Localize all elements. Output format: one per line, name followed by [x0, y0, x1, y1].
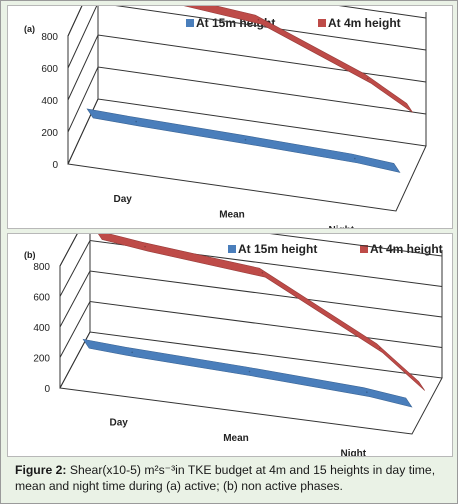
gridline: [67, 6, 427, 37]
data-point: [366, 391, 368, 393]
x-tick-label: Mean: [219, 210, 245, 221]
x-tick-label: Mean: [223, 433, 249, 444]
legend-swatch: [318, 19, 326, 27]
y-tick-label: 800: [33, 262, 50, 273]
gridline: [59, 300, 443, 358]
legend-label: At 4m height: [328, 16, 401, 30]
y-tick-label: 800: [41, 32, 58, 43]
data-point: [248, 370, 251, 373]
figure-caption: Figure 2: Shear(x10-5) m²s⁻³in TKE budge…: [15, 462, 447, 494]
panel-label: (b): [24, 250, 36, 260]
x-tick-label: Night: [341, 448, 367, 456]
y-tick-label: 400: [41, 96, 58, 107]
chart-panel-a: (a) At 15m height At 4m height 0 200 400 600 80…: [7, 5, 453, 229]
chart-b: (b) At 15m height At 4m height 0 200 400 600 80…: [24, 234, 443, 456]
data-point: [257, 18, 260, 21]
chart-a: (a) At 15m height At 4m height020040060080…: [24, 6, 427, 228]
y-tick-label: 400: [33, 323, 50, 334]
gridline: [67, 6, 427, 69]
legend-swatch: [228, 245, 236, 253]
data-point: [135, 120, 137, 123]
floor: [67, 98, 427, 212]
y-tick-label: 0: [52, 160, 58, 171]
gridline: [67, 66, 427, 133]
data-point: [354, 157, 356, 160]
gridline: [59, 239, 443, 297]
gridline: [67, 34, 427, 101]
y-tick-label: 600: [33, 293, 50, 304]
series-ribbon: [86, 108, 401, 173]
x-tick-label: Day: [113, 194, 132, 205]
data-point: [366, 77, 369, 80]
caption-label: Figure 2:: [15, 463, 67, 477]
panel-label: (a): [24, 24, 35, 34]
series-ribbon: [183, 6, 413, 113]
x-tick-label: Night: [329, 225, 355, 228]
series-ribbon: [82, 338, 413, 408]
y-tick-label: 600: [41, 64, 58, 75]
data-point: [261, 271, 264, 274]
caption-text: Shear(x10-5) m²s⁻³in TKE budget at 4m an…: [15, 463, 436, 493]
data-point: [244, 138, 247, 141]
left-wall: [67, 6, 99, 165]
chart-panel-b: (b) At 15m height At 4m height 0 200 400 600 80…: [7, 233, 453, 457]
y-tick-label: 200: [41, 128, 58, 139]
data-point: [378, 347, 381, 350]
floor: [59, 331, 443, 435]
legend-swatch: [186, 19, 194, 27]
gridline: [59, 234, 443, 267]
legend-swatch: [360, 245, 368, 253]
y-tick-label: 200: [33, 354, 50, 365]
legend-label: At 15m height: [238, 242, 317, 256]
series-ribbon: [98, 234, 425, 391]
y-tick-label: 0: [44, 384, 50, 395]
data-point: [144, 245, 146, 248]
data-point: [131, 351, 133, 354]
gridline: [59, 270, 443, 328]
x-tick-label: Day: [109, 418, 128, 429]
legend-label: At 4m height: [370, 242, 443, 256]
